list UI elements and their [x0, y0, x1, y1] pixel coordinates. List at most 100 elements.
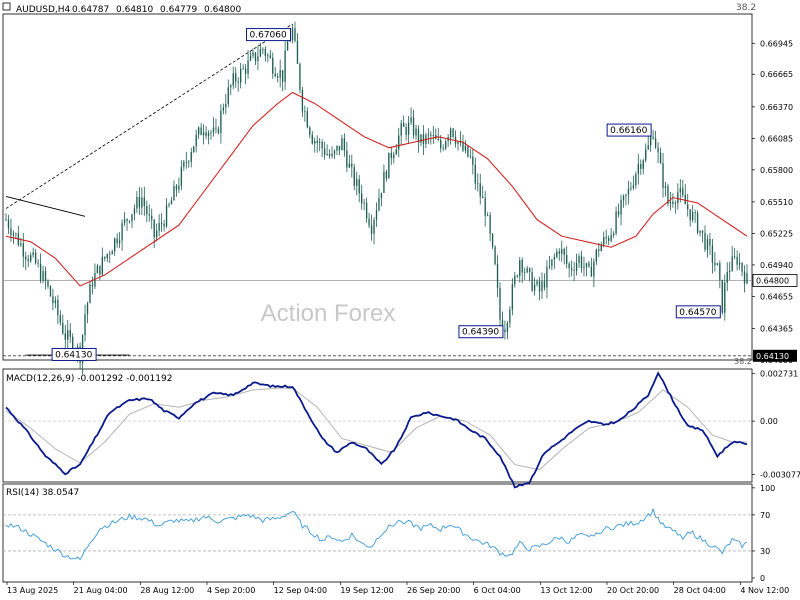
- candle-body: [452, 128, 454, 137]
- open-value: 0.64787: [72, 5, 109, 15]
- candle-body: [654, 138, 657, 148]
- candle: [47, 279, 49, 289]
- collapse-icon[interactable]: [2, 2, 11, 11]
- candle: [197, 126, 200, 140]
- candle: [281, 70, 284, 92]
- candle: [193, 146, 195, 153]
- candle: [551, 259, 553, 271]
- candle-body: [309, 127, 311, 135]
- candle: [141, 187, 143, 216]
- macd-tick-label: -0.003077: [760, 471, 800, 480]
- candle: [617, 203, 620, 218]
- annotation-box: [606, 123, 652, 137]
- candle: [538, 276, 541, 301]
- candle-body: [319, 141, 321, 143]
- level-price-label: 0.64130: [756, 352, 789, 361]
- candle: [627, 180, 630, 205]
- candle-body: [269, 55, 271, 58]
- candle-body: [49, 286, 52, 297]
- candle-body: [509, 309, 511, 324]
- candle-body: [585, 263, 588, 268]
- x-tick-label: 12 Sep 04:00: [274, 586, 327, 595]
- candle-body: [484, 198, 486, 216]
- candle-body: [217, 128, 220, 133]
- candle: [632, 175, 635, 191]
- candle-body: [610, 234, 612, 241]
- price-annotation: 0.64570: [675, 305, 721, 319]
- candle-body: [141, 197, 143, 208]
- candle-body: [316, 141, 318, 143]
- candle-body: [444, 141, 447, 149]
- candle-body: [67, 330, 69, 340]
- candle-body: [499, 288, 501, 320]
- candle: [684, 183, 686, 205]
- candle-body: [57, 299, 59, 316]
- candle: [252, 48, 254, 59]
- candle: [151, 208, 153, 229]
- candle: [316, 135, 318, 153]
- candle-body: [158, 222, 160, 231]
- price-tick-label: 0.64940: [760, 261, 793, 270]
- candle: [170, 196, 173, 205]
- candle-body: [578, 256, 580, 263]
- candle: [491, 232, 494, 250]
- candle: [388, 152, 390, 179]
- rsi-tick-label: 30: [760, 547, 770, 556]
- candle: [620, 194, 622, 226]
- candle-body: [252, 52, 254, 56]
- price-tick-label: 0.64655: [760, 292, 793, 301]
- candle-body: [536, 281, 538, 285]
- candle: [519, 257, 521, 283]
- candle: [326, 144, 328, 157]
- candle: [180, 160, 183, 191]
- candle: [733, 248, 736, 260]
- candle: [267, 52, 269, 63]
- candle-body: [207, 132, 210, 137]
- frames: [2, 13, 753, 583]
- candle-body: [193, 146, 195, 153]
- candle-body: [684, 194, 686, 205]
- candle: [188, 159, 190, 168]
- candle-body: [111, 251, 113, 255]
- candle-body: [267, 55, 269, 57]
- candle-body: [598, 249, 600, 251]
- candle-body: [314, 141, 316, 144]
- candle: [49, 285, 52, 297]
- candle-body: [704, 232, 706, 250]
- candle: [165, 198, 168, 229]
- candle: [272, 52, 274, 79]
- candle: [10, 218, 12, 242]
- candle-body: [437, 138, 439, 140]
- candle: [284, 41, 286, 91]
- candle: [506, 320, 509, 340]
- candle-body: [714, 262, 716, 266]
- candle: [689, 209, 691, 227]
- candle: [533, 277, 536, 296]
- candle-body: [719, 263, 721, 280]
- candle-body: [279, 70, 281, 78]
- candle: [528, 267, 531, 282]
- candle: [531, 267, 533, 293]
- candle: [195, 129, 197, 153]
- rsi-tick-label: 0: [760, 574, 765, 583]
- candle-body: [336, 145, 338, 151]
- candle: [279, 59, 281, 88]
- candle-body: [664, 186, 667, 188]
- macd-line: [5, 371, 748, 489]
- candle: [457, 141, 459, 151]
- candle: [304, 105, 306, 122]
- candle: [328, 149, 331, 159]
- candle-body: [52, 296, 54, 304]
- candle: [131, 213, 133, 229]
- candle-body: [380, 192, 383, 198]
- candle: [622, 194, 625, 208]
- x-tick-label: 13 Aug 2025: [7, 586, 58, 595]
- candle: [351, 154, 353, 178]
- candle-body: [123, 219, 126, 224]
- candle: [499, 282, 501, 328]
- candle-body: [709, 238, 711, 246]
- candle: [593, 258, 595, 288]
- candle: [52, 288, 54, 311]
- candle-body: [168, 204, 170, 206]
- candle: [743, 265, 746, 293]
